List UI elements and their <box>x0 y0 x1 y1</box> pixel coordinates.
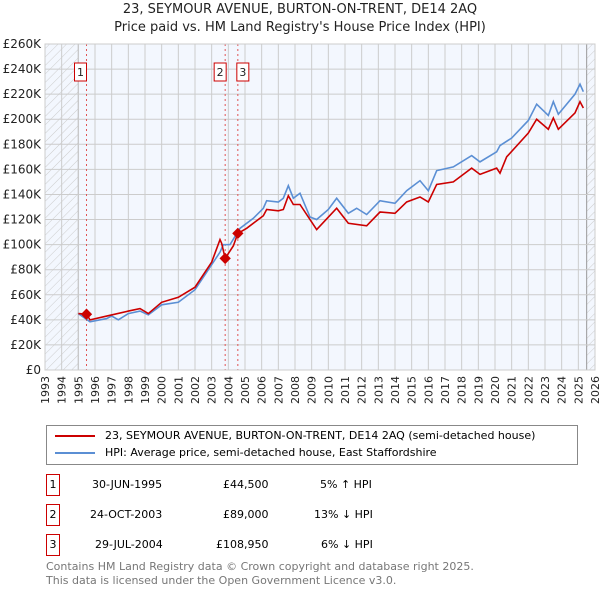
x-tick-label: 2000 <box>156 376 169 404</box>
legend: 23, SEYMOUR AVENUE, BURTON-ON-TRENT, DE1… <box>46 425 578 465</box>
x-tick-label: 1999 <box>139 376 152 404</box>
x-tick-label: 1995 <box>72 376 85 404</box>
x-tick-label: 2019 <box>472 376 485 404</box>
y-tick-label: £160K <box>3 162 43 176</box>
sale-label-box <box>236 62 250 82</box>
footer-copyright: Contains HM Land Registry data © Crown c… <box>46 560 474 573</box>
legend-item-property: 23, SEYMOUR AVENUE, BURTON-ON-TRENT, DE1… <box>55 429 535 443</box>
y-tick-label: £40K <box>10 313 42 327</box>
sale-label: 2 <box>217 66 224 79</box>
transaction-row: 2 24-OCT-2003 £89,000 13% ↓ HPI <box>46 504 566 526</box>
x-tick-label: 2006 <box>256 376 269 404</box>
y-tick-label: £100K <box>3 238 43 252</box>
transaction-date: 24-OCT-2003 <box>90 508 163 521</box>
x-tick-label: 2002 <box>189 376 202 404</box>
x-tick-label: 1996 <box>89 376 102 404</box>
transaction-hpi: 13% ↓ HPI <box>314 508 373 521</box>
x-tick-label: 2024 <box>556 376 569 404</box>
chart-subtitle: Price paid vs. HM Land Registry's House … <box>114 20 486 35</box>
y-tick-label: £240K <box>3 62 43 76</box>
price-chart: 1993 1994 1995 1996 1997 1998 1999 2000 2001 2002… <box>3 37 600 404</box>
x-tick-label: 2013 <box>372 376 385 404</box>
x-tick-label: 2022 <box>522 376 535 404</box>
x-tick-label: 2014 <box>389 376 402 404</box>
x-tick-label: 1997 <box>106 376 119 404</box>
x-tick-label: 2005 <box>239 376 252 404</box>
x-tick-label: 2018 <box>456 376 469 404</box>
x-tick-label: 1998 <box>122 376 135 404</box>
sale-marker <box>219 252 231 265</box>
legend-swatch-red <box>55 435 95 437</box>
transaction-date: 30-JUN-1995 <box>92 478 163 491</box>
x-tick-label: 2016 <box>422 376 435 404</box>
x-tick-label: 2001 <box>172 376 185 404</box>
y-tick-label: £220K <box>3 87 43 101</box>
x-tick-label: 2015 <box>406 376 419 404</box>
transaction-row: 3 29-JUL-2004 £108,950 6% ↓ HPI <box>46 534 566 556</box>
transaction-price: £44,500 <box>223 478 269 491</box>
transaction-price: £89,000 <box>223 508 269 521</box>
y-tick-label: £120K <box>3 213 43 227</box>
x-tick-label: 2004 <box>222 376 235 404</box>
x-tick-label: 2020 <box>489 376 502 404</box>
x-tick-label: 2009 <box>306 376 319 404</box>
x-tick-label: 2017 <box>439 376 452 404</box>
legend-item-hpi: HPI: Average price, semi-detached house,… <box>55 446 437 460</box>
property-price-line <box>78 99 585 321</box>
x-tick-label: 2003 <box>206 376 219 404</box>
y-tick-label: £260K <box>3 37 43 51</box>
transaction-number: 3 <box>46 534 60 556</box>
sale-label: 3 <box>239 66 246 79</box>
x-tick-label: 2008 <box>289 376 302 404</box>
sale-label-box <box>213 62 227 82</box>
transaction-hpi: 6% ↓ HPI <box>321 538 373 551</box>
sale-marker <box>232 227 244 240</box>
sale-label-box <box>74 62 87 82</box>
plot-background <box>45 44 595 370</box>
transaction-price: £108,950 <box>216 538 269 551</box>
legend-label-hpi: HPI: Average price, semi-detached house,… <box>105 446 437 459</box>
y-tick-label: £60K <box>10 288 42 302</box>
transaction-hpi: 5% ↑ HPI <box>320 478 372 491</box>
transaction-number: 2 <box>46 504 60 526</box>
y-tick-label: £20K <box>10 338 42 352</box>
y-tick-label: £80K <box>10 263 42 277</box>
x-tick-label: 2023 <box>539 376 552 404</box>
x-tick-label: 1994 <box>56 376 69 404</box>
transaction-row: 1 30-JUN-1995 £44,500 5% ↑ HPI <box>46 474 566 496</box>
x-tick-label: 2026 <box>589 376 600 404</box>
y-tick-label: £0 <box>26 363 41 377</box>
chart-title: 23, SEYMOUR AVENUE, BURTON-ON-TRENT, DE1… <box>122 2 478 17</box>
transaction-date: 29-JUL-2004 <box>95 538 163 551</box>
x-tick-label: 2007 <box>272 376 285 404</box>
x-tick-label: 2025 <box>572 376 585 404</box>
x-tick-label: 2011 <box>339 376 352 404</box>
hatched-region <box>586 44 595 370</box>
x-tick-label: 1993 <box>39 376 52 404</box>
x-tick-label: 2021 <box>506 376 519 404</box>
legend-swatch-blue <box>55 452 95 454</box>
footer-licence: This data is licensed under the Open Gov… <box>46 574 397 587</box>
sale-label: 1 <box>77 66 84 79</box>
y-tick-label: £200K <box>3 112 43 126</box>
hpi-line <box>77 82 585 323</box>
y-tick-label: £140K <box>3 187 43 201</box>
legend-label-property: 23, SEYMOUR AVENUE, BURTON-ON-TRENT, DE1… <box>105 429 536 442</box>
transaction-number: 1 <box>46 474 60 496</box>
y-tick-label: £180K <box>3 137 43 151</box>
plot-border <box>44 43 596 371</box>
x-tick-label: 2010 <box>322 376 335 404</box>
x-tick-label: 2012 <box>356 376 369 404</box>
